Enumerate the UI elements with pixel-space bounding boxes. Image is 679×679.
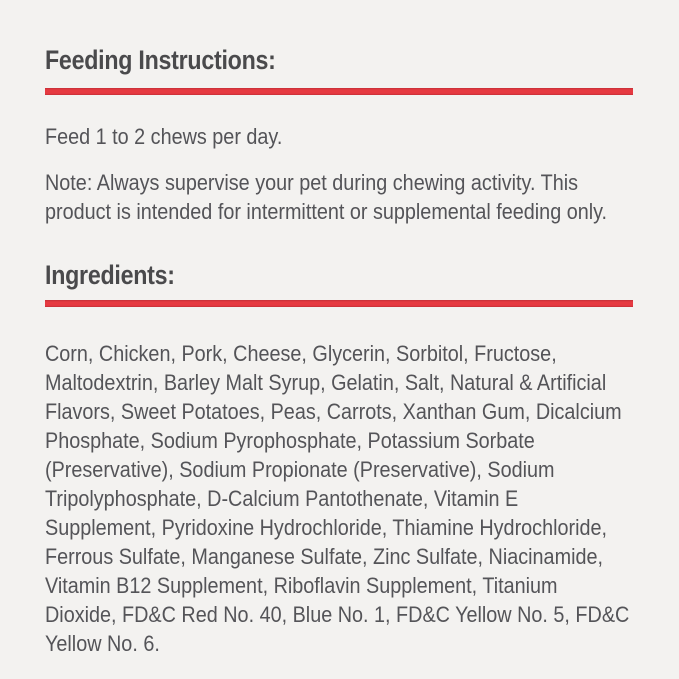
ingredients-title-row: Ingredients: [45,259,679,291]
feeding-amount-text: Feed 1 to 2 chews per day. [45,124,283,149]
feeding-instructions-section: Feeding Instructions: Feed 1 to 2 chews … [45,44,679,226]
feeding-instructions-title-row: Feeding Instructions: [45,44,679,76]
feeding-instructions-divider [45,88,633,95]
ingredients-title: Ingredients: [45,260,175,290]
ingredients-divider [45,300,633,307]
feeding-instructions-title: Feeding Instructions: [45,45,276,75]
ingredients-section: Ingredients: Corn, Chicken, Pork, Cheese… [45,259,679,658]
feeding-note-text: Note: Always supervise your pet during c… [45,170,608,224]
ingredients-list-text: Corn, Chicken, Pork, Cheese, Glycerin, S… [45,341,630,656]
